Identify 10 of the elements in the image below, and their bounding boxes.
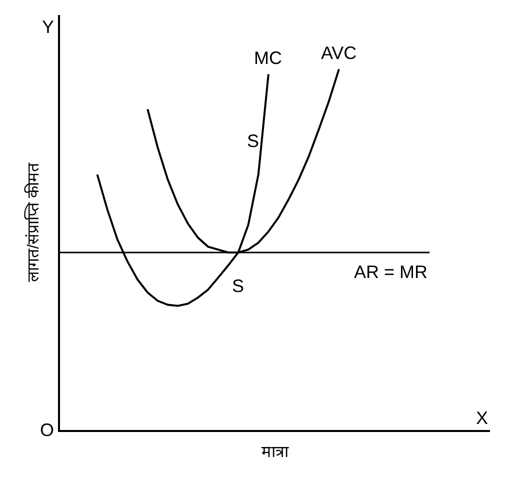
text: Y [42,17,54,37]
text: X [476,408,488,428]
series-label: AVC [321,43,357,63]
annotation: S [232,276,244,296]
series-label: MC [254,48,282,68]
text: O [40,420,54,440]
ref-line-label: AR = MR [354,262,428,282]
y-axis-title: लागत/संप्राप्ति कीमत [24,162,43,282]
x-axis-title: मात्रा [262,444,290,461]
annotation: S [247,131,260,151]
